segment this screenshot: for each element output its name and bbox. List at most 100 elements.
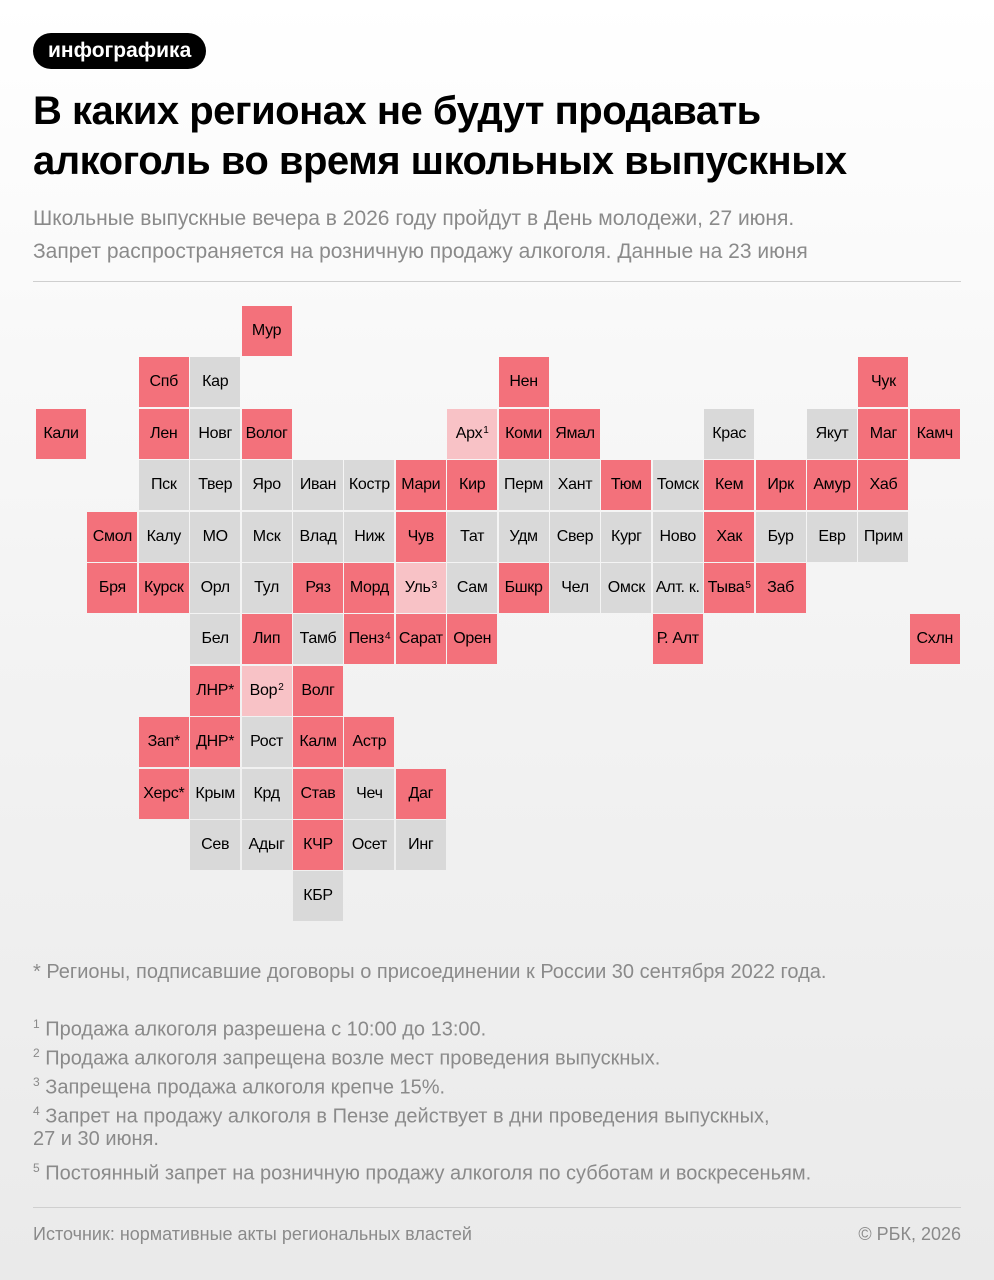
region-tile: Бел	[190, 614, 241, 665]
region-tile: Сев	[190, 820, 241, 870]
region-label: КЧР	[303, 836, 333, 853]
region-label: Мур	[251, 322, 282, 339]
region-label: Волг	[301, 681, 335, 699]
region-label: Пск	[150, 476, 177, 494]
region-label: Бря	[98, 579, 126, 596]
region-label: Хаб	[869, 476, 898, 494]
region-tile: Р. Алт	[652, 614, 703, 665]
footnote-number: 1	[33, 1017, 40, 1031]
region-label: Свер	[556, 527, 594, 545]
region-label: Даг	[408, 784, 434, 802]
region-label: Яро	[252, 476, 281, 494]
region-tile: Чел	[550, 563, 600, 613]
region-tile: Бшкр	[498, 563, 549, 613]
region-tile: Смол	[87, 511, 138, 562]
region-label: Омск	[607, 579, 646, 596]
region-tile: Хак	[704, 511, 755, 562]
region-label: Ниж	[354, 527, 385, 545]
region-tile: Твер	[190, 460, 241, 511]
footnote-line: 5 Постоянный запрет на розничную продажу…	[33, 1154, 963, 1189]
region-label: Кир	[459, 476, 486, 494]
region-label: Хант	[557, 476, 593, 494]
footnote-text: Запрещена продажа алкоголя крепче 15%.	[45, 1076, 446, 1099]
region-tile: Кир	[447, 460, 498, 511]
region-tile: Кали	[36, 408, 86, 459]
region-label: Мск	[252, 527, 281, 545]
region-tile: Коми	[498, 408, 549, 459]
footnote-line: 27 и 30 июня.	[33, 1125, 963, 1154]
infographic-tag: инфографика	[33, 33, 207, 69]
footnote-line: 2 Продажа алкоголя запрещена возле мест …	[33, 1039, 963, 1074]
region-tile: Ново	[652, 511, 703, 562]
region-label: Херс*	[143, 784, 185, 802]
region-tile: Влад	[293, 511, 343, 562]
region-label: Сам	[456, 579, 488, 596]
region-tile: Орл	[190, 563, 241, 613]
footnote-number: 4	[33, 1104, 40, 1118]
region-tile: Морд	[344, 563, 395, 613]
region-label: Лип	[252, 630, 281, 648]
region-label: МО	[202, 527, 228, 545]
region-tile: Маг	[858, 408, 909, 459]
footnote-number: 3	[33, 1075, 40, 1089]
region-label: Орен	[453, 630, 492, 648]
region-tile: Чеч	[344, 768, 395, 819]
footnote-line: 4 Запрет на продажу алкоголя в Пензе дей…	[33, 1097, 963, 1132]
region-label: Зап*	[147, 733, 181, 751]
region-tile: Ирк	[755, 460, 806, 511]
region-tile: Адыг	[241, 820, 292, 870]
region-tile: Херс*	[138, 768, 189, 819]
region-label: Кем	[715, 476, 744, 494]
region-tile: Удм	[498, 511, 549, 562]
region-tile: Прим	[858, 511, 909, 562]
region-label: Орл	[200, 579, 231, 596]
region-tile: МО	[190, 511, 241, 562]
region-tile: Зап*	[138, 717, 189, 768]
region-tile: Чук	[858, 357, 909, 408]
region-label: Бшкр	[504, 579, 543, 596]
region-label: Прим	[863, 527, 903, 545]
region-tile: Крым	[190, 768, 241, 819]
region-tile: Орен	[447, 614, 498, 665]
region-tile: Ряз	[293, 563, 343, 613]
region-tile: Кар	[190, 357, 241, 408]
annexed-regions-note: * Регионы, подписавшие договоры о присое…	[33, 961, 827, 983]
title-line-1: В каких регионах не будут продавать	[33, 89, 761, 133]
region-label: Удм	[509, 527, 538, 545]
region-label: Алт. к.	[655, 579, 700, 596]
region-label: Волог	[245, 424, 288, 442]
region-label: Тамб	[299, 630, 337, 648]
region-tile: Якут	[807, 408, 857, 459]
region-label: Амур	[813, 476, 851, 494]
region-tile: Волг	[293, 665, 343, 716]
source-text: Источник: нормативные акты региональных …	[33, 1224, 472, 1244]
region-tile: Лип	[241, 614, 292, 665]
region-tile: Крд	[241, 768, 292, 819]
region-tile: Мск	[241, 511, 292, 562]
region-tile: Бур	[755, 511, 806, 562]
region-tile: Камч	[909, 408, 960, 459]
region-label: Чеч	[356, 784, 383, 802]
region-label: Камч	[916, 424, 954, 442]
region-tile: Сам	[447, 563, 498, 613]
region-label: Ирк	[767, 476, 794, 494]
region-label: Влад	[299, 527, 337, 545]
region-label: Калм	[299, 733, 337, 751]
region-tile: Инг	[395, 820, 446, 870]
region-label: Бел	[201, 630, 230, 648]
footnote-marker: 2	[278, 682, 284, 694]
region-tile: Чув	[395, 511, 446, 562]
footnote-line: 3 Запрещена продажа алкоголя крепче 15%.	[33, 1068, 963, 1103]
region-tile: Ямал	[550, 408, 600, 459]
region-label: Уль	[404, 579, 431, 596]
footnote-number: 5	[33, 1161, 40, 1175]
region-tile: Евр	[807, 511, 857, 562]
region-tile: Кург	[601, 511, 652, 562]
region-tile: Вор 2	[241, 665, 292, 716]
region-label: Став	[300, 784, 336, 802]
region-label: Смол	[92, 527, 133, 545]
region-label: Тыва	[707, 579, 745, 596]
region-label: Тат	[460, 527, 485, 545]
region-label: Евр	[818, 527, 846, 545]
footnote-marker: 3	[431, 579, 438, 591]
